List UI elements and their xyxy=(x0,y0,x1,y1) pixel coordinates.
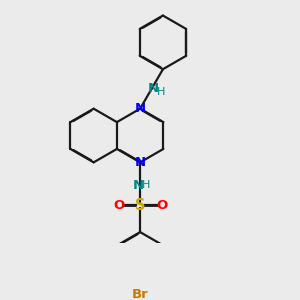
Text: S: S xyxy=(135,198,146,213)
Text: Br: Br xyxy=(132,288,148,300)
Text: O: O xyxy=(113,199,124,212)
Text: H: H xyxy=(157,87,165,97)
Text: N: N xyxy=(148,82,159,95)
Text: H: H xyxy=(142,180,150,190)
Text: O: O xyxy=(156,199,167,212)
Text: N: N xyxy=(135,102,146,115)
Text: N: N xyxy=(135,156,146,169)
Text: N: N xyxy=(132,179,143,192)
